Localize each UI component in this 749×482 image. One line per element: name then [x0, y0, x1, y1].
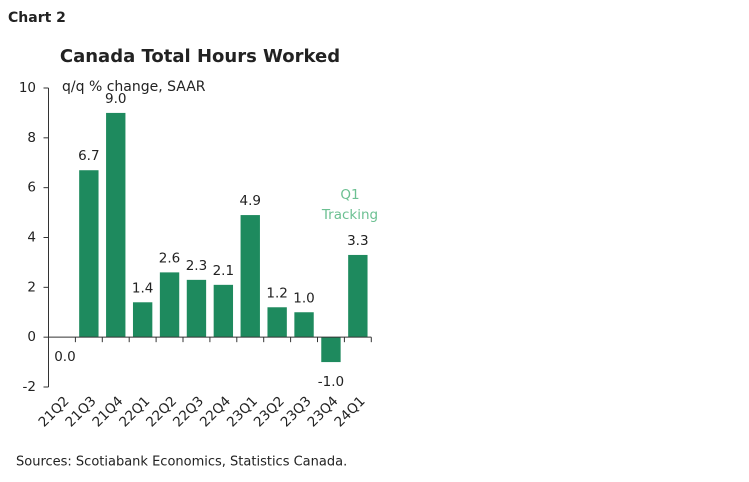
y-tick-label: 8: [27, 130, 36, 146]
y-tick-label: 2: [27, 279, 36, 295]
y-tick-label: -2: [23, 379, 36, 395]
bar: [267, 307, 287, 338]
source: Sources: Scotiabank Economics, Statistic…: [16, 455, 347, 470]
x-tick-label: 24Q1: [331, 393, 368, 430]
value-label: 9.0: [105, 91, 126, 107]
bar: [294, 312, 314, 338]
bar: [159, 272, 180, 338]
chart-header: Chart 2: [8, 10, 66, 26]
value-label: 2.6: [159, 250, 180, 266]
annotation: Tracking: [321, 207, 378, 223]
bar: [321, 337, 341, 363]
y-tick-label: 4: [27, 230, 36, 246]
y-tick-label: 10: [19, 80, 36, 96]
value-label: 2.1: [213, 263, 234, 279]
value-label: 3.3: [347, 233, 368, 249]
bar: [186, 279, 207, 338]
annotation: Q1: [340, 187, 359, 203]
value-label: 6.7: [78, 148, 99, 164]
value-label: 2.3: [186, 258, 207, 274]
value-label: -1.0: [318, 374, 344, 390]
chart-title: Canada Total Hours Worked: [60, 46, 340, 67]
bar: [106, 112, 126, 338]
bar: [132, 302, 153, 338]
value-label: 4.9: [240, 193, 261, 209]
bar: [213, 284, 234, 338]
y-tick-label: 0: [27, 329, 36, 345]
y-tick-label: 6: [27, 180, 36, 196]
value-label: 1.4: [132, 280, 153, 296]
value-label: 0.0: [54, 349, 75, 365]
value-label: 1.2: [266, 285, 287, 301]
bar: [348, 254, 368, 338]
bar: [79, 170, 99, 338]
value-label: 1.0: [293, 290, 314, 306]
chart-subtitle: q/q % change, SAAR: [62, 79, 206, 95]
bar: [240, 215, 260, 338]
